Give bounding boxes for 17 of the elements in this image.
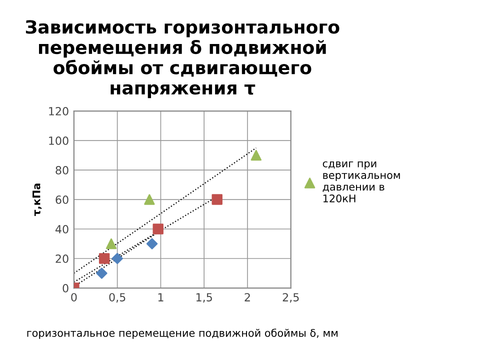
y-tick-label: 80 (56, 166, 68, 174)
y-tick-label: 0 (62, 284, 68, 292)
y-tick-label: 60 (56, 196, 68, 204)
y-axis-title: τ,кПа (32, 184, 42, 216)
y-tick-label: 20 (56, 254, 68, 263)
x-tick-label: 0 (71, 293, 77, 302)
x-tick-label: 2,5 (282, 293, 299, 303)
x-tick-label: 1,5 (196, 293, 212, 303)
x-tick-label: 1 (158, 293, 164, 302)
y-tick-label: 40 (55, 224, 68, 234)
chart-title: Зависимость горизонтального перемещения δ подвижной обоймы от сдвигающего напряжения τ (26, 20, 340, 98)
y-tick-label: 120 (49, 107, 68, 116)
x-tick-label: 2 (244, 293, 250, 302)
legend-label: сдвиг при вертикальном давлении в 120кН (322, 161, 400, 202)
y-tick-label: 100 (49, 136, 68, 145)
x-tick-label: 0,5 (109, 293, 126, 303)
x-axis-title: горизонтальное перемещение подвижной обоймы δ, мм (27, 328, 338, 339)
